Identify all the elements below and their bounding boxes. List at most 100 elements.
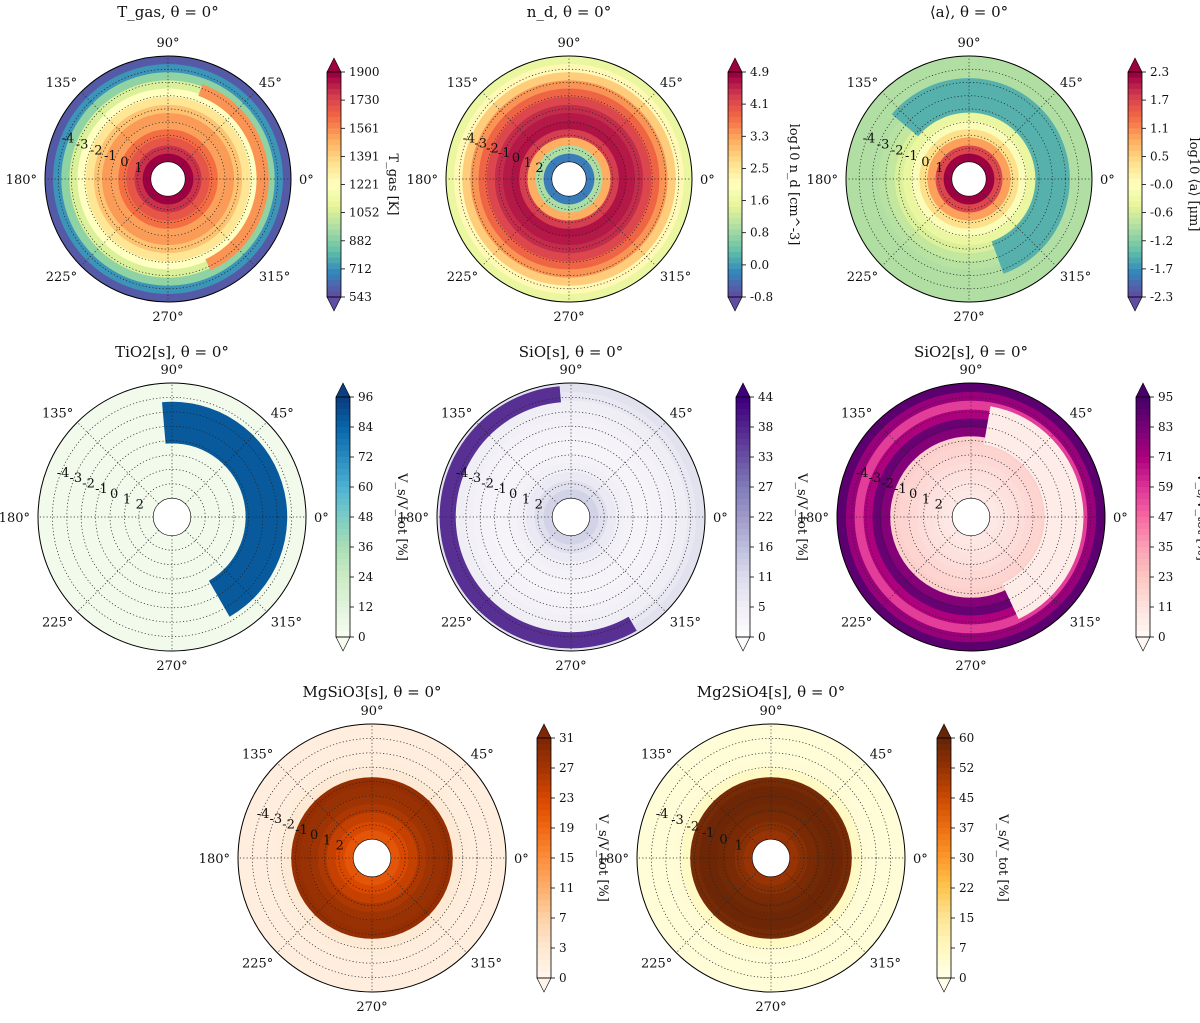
colorbar-segment [327,128,341,135]
colorbar: 1900 1730 1561 1391 1221 1052 882 712 543 T_gas [… [326,57,400,312]
colorbar-segment [736,421,750,428]
colorbar-segment [336,505,350,512]
colorbar-segment [336,589,350,596]
colorbar-segment [1128,195,1142,202]
colorbar-label: V_s/V_tot [%] [995,813,1010,902]
radial-gridline [465,411,677,623]
colorbar-segment [336,619,350,626]
colorbar-tick-label: 15 [559,851,574,865]
colorbar-tick-label: 71 [1158,450,1173,464]
colorbar-segment [728,105,742,112]
colorbar-segment [728,218,742,225]
colorbar-segment [937,738,951,745]
panel-title: SiO2[s], θ = 0° [914,343,1028,361]
panel-title: SiO[s], θ = 0° [519,343,624,361]
colorbar-tick-label: 72 [358,450,373,464]
colorbar-segment [736,583,750,590]
colorbar-tick-label: 1730 [349,93,380,107]
radial-tick-label: 2 [535,161,543,176]
inner-hole [751,838,791,878]
plot-boundary [836,382,1106,652]
colorbar-segment [327,72,341,79]
colorbar-segment [937,942,951,949]
radial-gridline [109,454,235,580]
colorbar-segment [937,900,951,907]
angular-gridline [76,530,159,613]
colorbar-segment [1128,173,1142,180]
radial-tick-label: 1 [935,161,943,176]
colorbar-tick-label: 0 [959,971,967,985]
radial-gridline [938,148,1000,210]
angular-gridline [980,190,1057,267]
angle-tick-label: 90° [156,36,179,51]
radial-tick-label: -2 [481,477,494,492]
angle-tick-label: 135° [42,406,73,421]
colorbar-segment [728,145,742,152]
colorbar-segment [937,966,951,973]
angle-tick-label: 0° [713,511,728,526]
angle-tick-label: 90° [957,36,980,51]
colorbar-segment [728,83,742,90]
colorbar-segment [327,88,341,96]
colorbar-segment [336,547,350,554]
angle-tick-label: 135° [847,76,878,91]
colorbar-segment [937,762,951,769]
colorbar-segment [327,223,341,231]
radial-tick-label: 0 [509,487,517,502]
colorbar-segment [537,894,551,901]
colorbar-segment [736,481,750,488]
angle-tick-label: 180° [407,173,438,188]
colorbar-segment [1128,77,1142,84]
colorbar-segment [728,274,742,281]
colorbar-segment [728,212,742,219]
colorbar-tick-label: 59 [1158,480,1173,494]
colorbar-segment [1136,625,1150,632]
colorbar-tick-label: 31 [559,731,574,745]
panel-5: 0°45°90°135°180°225°270°315°-4 -3 -2 -1 0 1 2S… [398,343,809,674]
angular-gridline [80,91,157,168]
colorbar-segment [336,481,350,488]
angle-tick-label: 45° [870,747,893,762]
colorbar-label: log10 ⟨a⟩ [μm] [1186,138,1200,232]
colorbar-segment [937,774,951,781]
colorbar-segment [937,918,951,925]
radial-tick-label: -2 [686,820,699,835]
colorbar-tick-label: 7 [959,941,967,955]
colorbar-segment [1136,487,1150,494]
radial-tick-label: -1 [702,826,715,841]
colorbar-segment [1136,427,1150,434]
colorbar-segment [336,487,350,494]
angle-tick-label: 135° [441,406,472,421]
colorbar-segment [728,263,742,270]
colorbar-segment [1128,105,1142,112]
colorbar-segment [736,607,750,614]
radial-tick-label: -3 [474,136,487,151]
colorbar-segment [1136,547,1150,554]
colorbar-segment [327,111,341,118]
radial-gridline [924,134,1014,224]
colorbar-segment [937,804,951,811]
colorbar-tick-label: 0.8 [750,226,769,240]
colorbar-segment [1136,535,1150,542]
colorbar-segment [336,565,350,572]
colorbar-max-arrow [735,382,751,398]
radial-gridline [923,469,1019,565]
colorbar-segment [1136,505,1150,512]
angle-tick-label: 180° [199,852,230,867]
colorbar-segment [1136,415,1150,422]
angle-tick-label: 315° [271,616,302,631]
plot-boundary [636,723,906,993]
angle-tick-label: 135° [242,747,273,762]
angle-tick-label: 315° [259,270,290,285]
radial-tick-label: 1 [123,492,131,507]
angle-tick-label: 270° [356,1000,387,1015]
colorbar-segment [1136,619,1150,626]
colorbar-segment [736,403,750,410]
colorbar-segment [327,257,341,264]
colorbar-segment [1128,83,1142,90]
angular-gridline [185,530,268,613]
colorbar-segment [327,235,341,242]
colorbar-tick-label: 95 [1158,390,1173,404]
colorbar-tick-label: 48 [358,510,373,524]
colorbar-segment [537,948,551,955]
